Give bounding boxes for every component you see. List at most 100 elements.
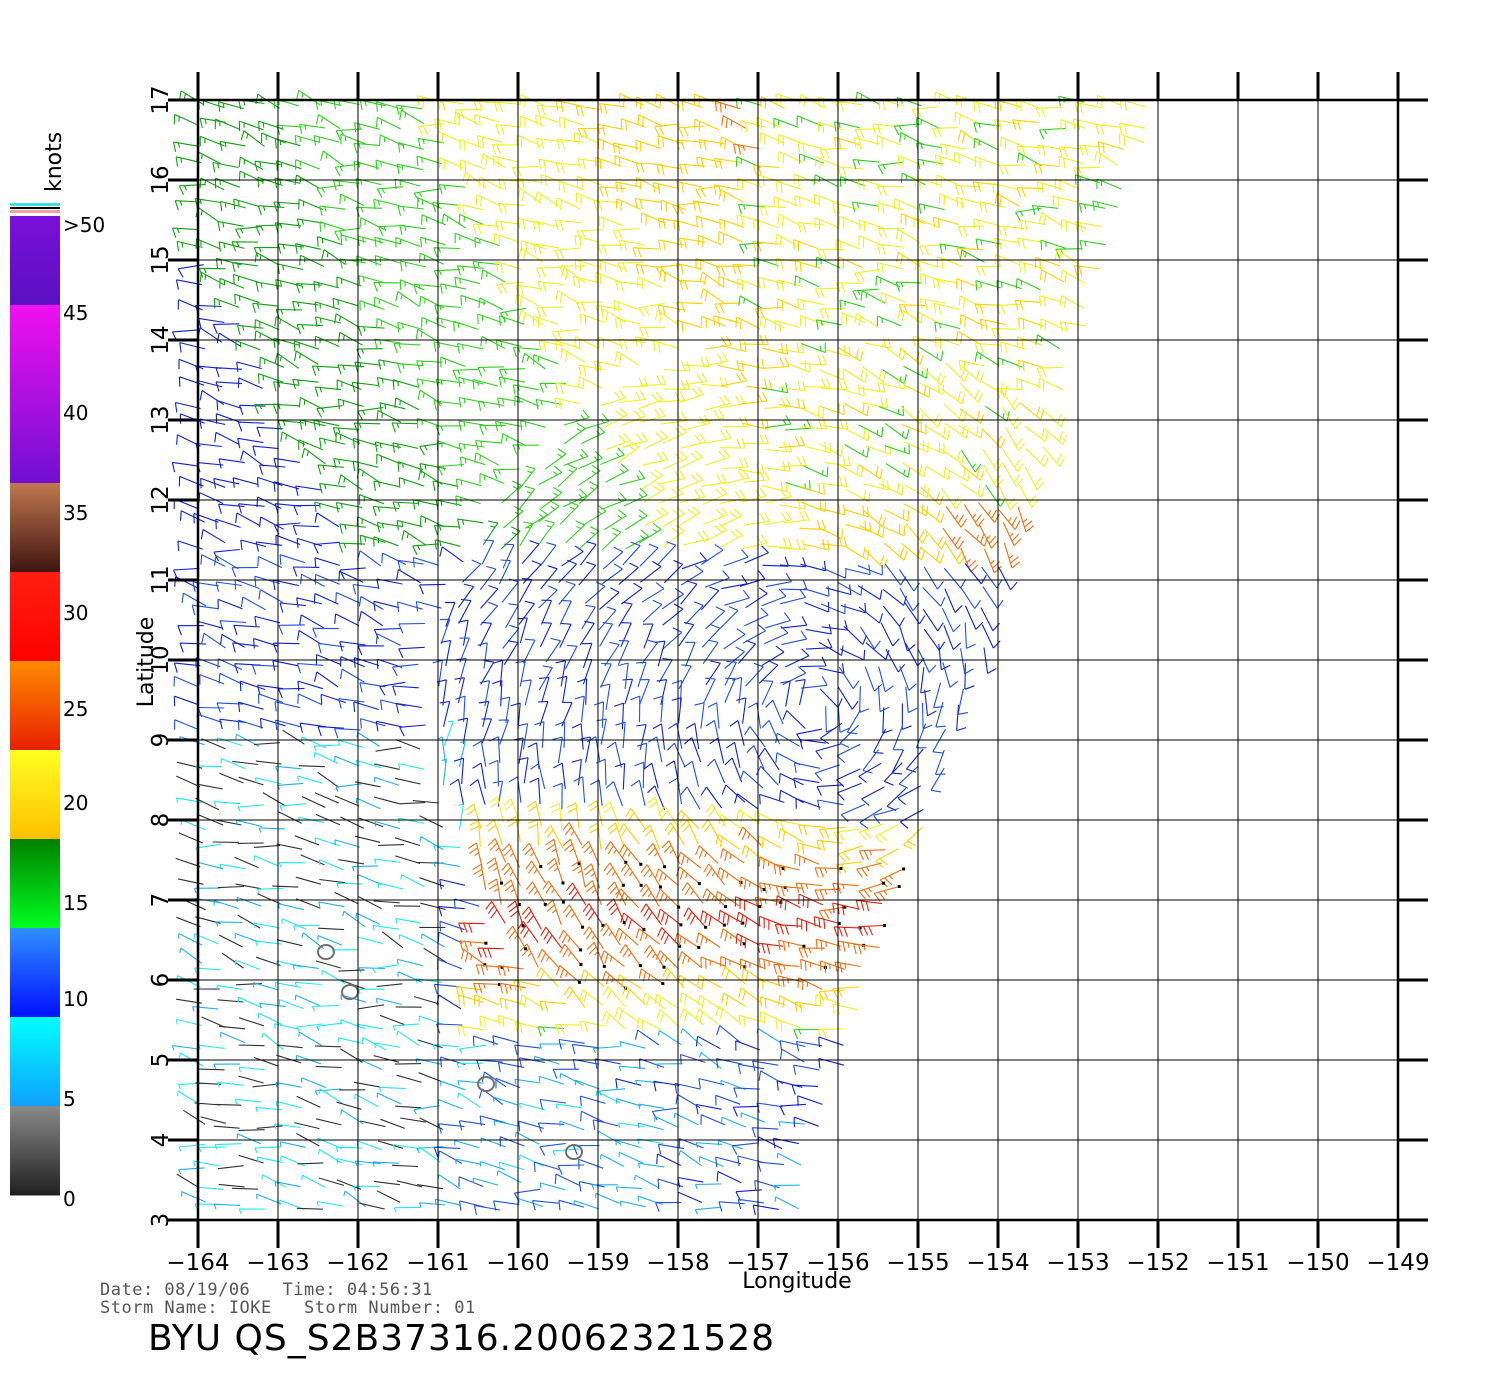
wind-barb xyxy=(837,582,863,596)
wind-barb xyxy=(337,474,363,491)
wind-barb xyxy=(537,700,549,727)
wind-barb xyxy=(294,994,320,1007)
wind-barb xyxy=(219,863,246,870)
wind-barb xyxy=(397,817,425,824)
wind-barb xyxy=(499,315,525,326)
wind-barb xyxy=(793,777,820,789)
wind-barb xyxy=(718,275,744,289)
wind-barb xyxy=(1035,334,1060,350)
wind-barb xyxy=(339,523,366,534)
wind-barb xyxy=(778,1121,805,1127)
wind-barb xyxy=(612,228,640,240)
wind-barb xyxy=(765,488,792,504)
wind-barb xyxy=(453,757,465,785)
wind-barb xyxy=(178,90,204,105)
wind-barb xyxy=(665,760,680,787)
wind-barb xyxy=(833,926,861,937)
wind-barb xyxy=(292,378,319,390)
wind-barb xyxy=(775,885,803,897)
wind-barb xyxy=(440,1056,466,1068)
wind-barb xyxy=(759,882,786,894)
wind-barb xyxy=(195,797,220,811)
wind-barb xyxy=(881,344,907,361)
wind-barb xyxy=(315,1065,342,1069)
wind-barb xyxy=(619,1041,646,1049)
wind-barb xyxy=(400,874,425,888)
wind-barb xyxy=(720,372,748,387)
wind-barb xyxy=(582,903,604,926)
wind-barb xyxy=(561,266,586,284)
wind-barb xyxy=(818,906,845,920)
wind-barb xyxy=(618,1122,645,1129)
wind-barb xyxy=(317,726,345,737)
wind-barb xyxy=(281,918,307,930)
wind-barb xyxy=(618,1065,646,1072)
wind-barb xyxy=(492,1035,519,1046)
product-title: BYU QS_S2B37316.20062321528 xyxy=(148,1318,776,1359)
wind-barb xyxy=(616,888,640,909)
y-tick-label: 12 xyxy=(148,485,174,514)
wind-barb xyxy=(538,500,560,523)
wind-barb xyxy=(454,677,465,704)
wind-barb xyxy=(519,115,545,128)
wind-barb xyxy=(752,1204,779,1216)
wind-barb xyxy=(195,238,221,250)
wind-barb xyxy=(925,425,951,441)
wind-barb xyxy=(635,139,661,152)
wind-barb xyxy=(539,676,550,703)
wind-barb xyxy=(592,1119,619,1130)
wind-barb xyxy=(334,313,359,328)
wind-barb xyxy=(173,675,199,688)
wind-barb xyxy=(1059,320,1086,333)
wind-barb xyxy=(773,963,800,975)
wind-barb xyxy=(399,279,425,291)
wind-barb xyxy=(638,1103,665,1110)
wind-barb xyxy=(234,856,259,869)
wind-barb xyxy=(895,228,921,244)
wind-barb xyxy=(995,387,1023,399)
wind-barb xyxy=(497,965,524,977)
wind-barb xyxy=(252,982,279,991)
wind-barb xyxy=(472,1177,499,1186)
wind-barb xyxy=(279,1141,306,1148)
wind-barb xyxy=(177,625,204,636)
wind-barb xyxy=(236,819,262,828)
wind-barb xyxy=(480,584,499,609)
y-tick-label: 9 xyxy=(148,733,174,748)
wind-barb xyxy=(776,279,803,292)
wind-barb xyxy=(171,227,199,238)
wind-barb xyxy=(1073,264,1101,277)
wind-barb xyxy=(933,302,960,315)
wind-barb xyxy=(573,131,599,145)
wind-barb xyxy=(458,420,485,431)
wind-barb xyxy=(254,1146,281,1153)
wind-barb xyxy=(575,301,603,312)
rain-flag xyxy=(578,980,582,984)
wind-barb xyxy=(195,442,222,454)
wind-barb xyxy=(254,615,281,627)
wind-barb xyxy=(528,818,539,846)
rain-flag xyxy=(697,882,701,886)
wind-barb xyxy=(804,377,831,388)
wind-barb xyxy=(379,1086,406,1093)
wind-barb xyxy=(171,1045,199,1051)
wind-barb xyxy=(915,142,943,154)
wind-barb xyxy=(668,777,683,804)
wind-barb xyxy=(191,604,219,616)
wind-barb xyxy=(555,197,581,210)
wind-barb xyxy=(515,293,541,307)
wind-barb xyxy=(331,949,359,955)
wind-barb xyxy=(697,974,722,989)
colorbar-label: 0 xyxy=(63,1187,76,1211)
wind-barb xyxy=(858,235,884,248)
wind-barb xyxy=(661,588,684,610)
wind-barb xyxy=(495,420,522,432)
wind-barb xyxy=(924,528,947,550)
wind-barb xyxy=(678,950,703,969)
wind-barb xyxy=(736,911,761,928)
wind-barb xyxy=(275,765,302,772)
wind-barb xyxy=(552,736,563,763)
wind-barb xyxy=(630,695,641,723)
wind-barb xyxy=(492,659,504,687)
